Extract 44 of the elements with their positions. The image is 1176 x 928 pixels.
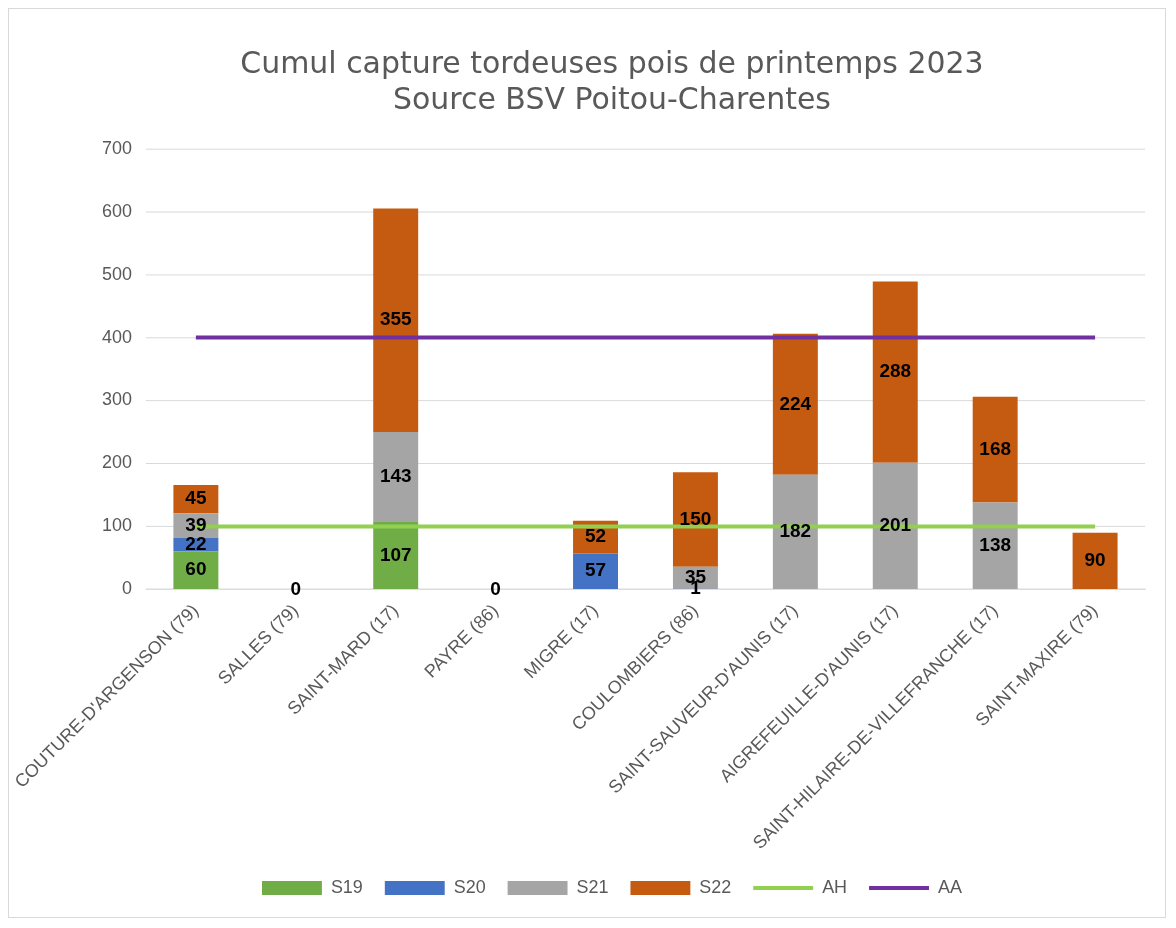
y-tick-label: 100 bbox=[101, 515, 132, 536]
legend-label: AH bbox=[822, 877, 848, 898]
y-tick-label: 400 bbox=[101, 326, 132, 347]
data-label: 143 bbox=[379, 465, 412, 487]
chart-title: Cumul capture tordeuses pois de printemps 2023 bbox=[240, 44, 984, 80]
data-label: 60 bbox=[185, 558, 207, 580]
data-label: 168 bbox=[979, 437, 1011, 459]
data-label: 150 bbox=[679, 507, 712, 529]
data-label: 138 bbox=[979, 533, 1011, 555]
data-label: 0 bbox=[490, 577, 501, 599]
bar bbox=[872, 462, 918, 589]
y-tick-label: 0 bbox=[121, 578, 132, 599]
bar bbox=[872, 281, 918, 463]
bar bbox=[772, 333, 818, 475]
data-label: 39 bbox=[185, 513, 207, 535]
data-label: 107 bbox=[379, 543, 412, 565]
data-label: 52 bbox=[584, 525, 607, 547]
data-label: 224 bbox=[779, 392, 812, 414]
data-label: 90 bbox=[1084, 549, 1106, 571]
data-label: 288 bbox=[879, 360, 912, 382]
y-tick-label: 500 bbox=[101, 263, 132, 284]
bar bbox=[972, 396, 1018, 503]
data-label: 57 bbox=[584, 559, 607, 581]
bar bbox=[1072, 532, 1118, 589]
legend-label: S20 bbox=[453, 877, 486, 898]
legend-label: S22 bbox=[699, 877, 732, 898]
y-tick-label: 700 bbox=[101, 137, 132, 158]
bar bbox=[772, 474, 818, 589]
legend-label: S19 bbox=[330, 877, 363, 898]
data-label: 22 bbox=[185, 532, 207, 554]
chart-subtitle: Source BSV Poitou-Charentes bbox=[392, 80, 831, 116]
data-label: 355 bbox=[379, 308, 412, 330]
data-label: 182 bbox=[779, 520, 812, 542]
bar bbox=[672, 472, 718, 567]
y-tick-label: 600 bbox=[101, 200, 132, 221]
y-tick-label: 200 bbox=[101, 452, 132, 473]
legend-label: AA bbox=[937, 877, 962, 898]
legend-label: S21 bbox=[576, 877, 609, 898]
data-label: 45 bbox=[185, 487, 207, 509]
y-tick-label: 300 bbox=[101, 389, 132, 410]
bar bbox=[373, 432, 419, 523]
bar bbox=[373, 208, 419, 432]
data-label: 201 bbox=[879, 514, 912, 536]
data-label: 0 bbox=[290, 577, 302, 599]
